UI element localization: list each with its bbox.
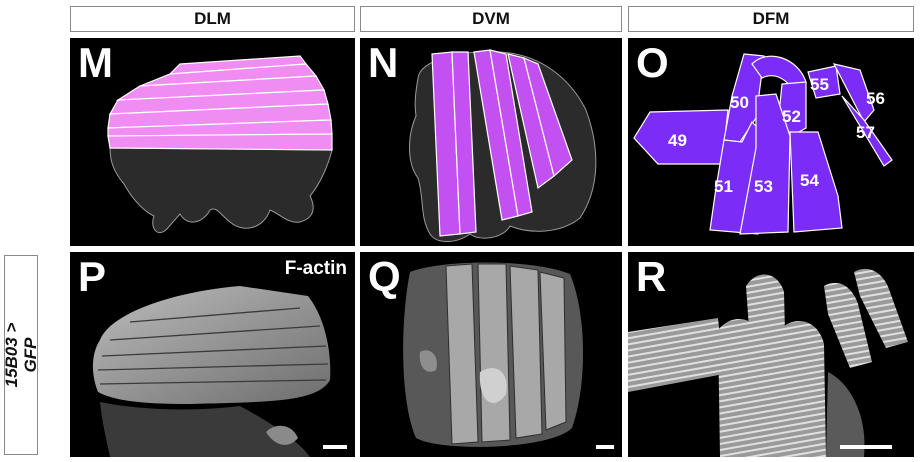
- f-actin-label: F-actin: [284, 258, 347, 279]
- scale-bar: [596, 445, 614, 449]
- panel-letter-m: M: [78, 39, 113, 86]
- dvm-fiber-bands: [445, 263, 567, 445]
- header-dvm: DVM: [360, 6, 622, 32]
- dvm-fibers: [431, 49, 573, 237]
- panel-q-dvm-micrograph: Q: [360, 252, 622, 457]
- muscle-label-54: 54: [800, 171, 819, 190]
- muscle-55: [807, 65, 841, 99]
- dfm-fiber-bundle-5: [854, 268, 908, 348]
- muscle-label-55: 55: [810, 75, 829, 94]
- dfm-fiber-bundle-2: [746, 274, 788, 457]
- dfm-schematic: 49 50 51 52 53 54 55 56 57: [633, 53, 893, 235]
- muscle-label-49: 49: [668, 131, 687, 150]
- row-label-genotype: 15B03 > GFP: [2, 255, 40, 455]
- dlm-tissue: [92, 286, 331, 404]
- panel-letter-r: R: [636, 253, 667, 300]
- dfm-fiber-bundle-4: [824, 282, 872, 368]
- row-label-line2: GFP: [21, 337, 40, 373]
- dvm-micrograph: [403, 262, 584, 447]
- row-label-line1: 15B03 >: [2, 322, 21, 388]
- muscle-57: [841, 95, 893, 167]
- dvm-fiber-6: [523, 56, 573, 178]
- dfm-micrograph: [628, 268, 908, 457]
- header-dfm: DFM: [628, 6, 914, 32]
- muscle-label-57: 57: [856, 123, 875, 142]
- panel-letter-p: P: [78, 253, 107, 300]
- panel-m-dlm-schematic: M: [70, 38, 355, 246]
- scale-bar: [323, 445, 347, 449]
- dlm-fiber-7: [107, 133, 333, 151]
- scale-bar: [840, 445, 892, 449]
- panel-letter-n: N: [368, 39, 399, 86]
- muscle-label-53: 53: [754, 177, 773, 196]
- panel-o-dfm-schematic: 49 50 51 52 53 54 55 56 57 O: [628, 38, 914, 246]
- header-dlm: DLM: [70, 6, 355, 32]
- panel-p-dlm-micrograph: P F-actin: [70, 252, 355, 457]
- lower-tissue: [100, 402, 310, 457]
- panel-letter-q: Q: [368, 253, 401, 300]
- dvm-fiber-4: [489, 49, 533, 217]
- panel-letter-o: O: [636, 39, 669, 86]
- dlm-micrograph: [92, 286, 331, 457]
- dlm-fiber-lines: [97, 307, 329, 385]
- dfm-fiber-bundle-3: [778, 320, 826, 457]
- panel-r-dfm-micrograph: R: [628, 252, 914, 457]
- dlm-fibers: [107, 55, 333, 151]
- muscle-53: [739, 93, 791, 235]
- muscle-label-52: 52: [782, 107, 801, 126]
- muscle-54: [789, 131, 843, 233]
- dvm-fiber-2: [451, 51, 477, 235]
- muscle-56: [832, 63, 875, 124]
- muscle-label-51: 51: [714, 177, 733, 196]
- muscle-label-50: 50: [730, 93, 749, 112]
- muscle-label-56: 56: [866, 89, 885, 108]
- dlm-schematic: [107, 55, 333, 234]
- panel-n-dvm-schematic: N: [360, 38, 622, 246]
- dvm-schematic: [409, 49, 597, 242]
- dfm-muscles: [633, 53, 893, 235]
- thorax-body: [109, 147, 333, 234]
- dfm-fiber-bundle-left: [628, 318, 724, 392]
